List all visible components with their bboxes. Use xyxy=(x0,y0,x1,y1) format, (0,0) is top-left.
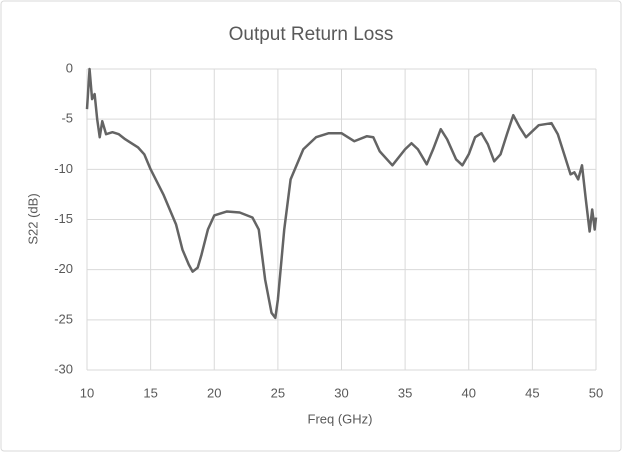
x-tick-label: 40 xyxy=(462,385,476,400)
x-tick-label: 50 xyxy=(589,385,603,400)
x-tick-label: 25 xyxy=(271,385,285,400)
y-tick-label: -25 xyxy=(54,311,73,326)
y-tick-label: -10 xyxy=(54,161,73,176)
y-tick-label: -30 xyxy=(54,361,73,376)
x-tick-label: 15 xyxy=(143,385,157,400)
x-tick-label: 35 xyxy=(398,385,412,400)
y-tick-label: -5 xyxy=(61,111,73,126)
x-tick-label: 45 xyxy=(525,385,539,400)
y-axis-label: S22 (dB) xyxy=(25,193,40,244)
y-tick-label: -15 xyxy=(54,211,73,226)
x-axis-label: Freq (GHz) xyxy=(308,411,373,426)
x-tick-label: 20 xyxy=(207,385,221,400)
data-line xyxy=(85,67,598,320)
x-tick-label: 30 xyxy=(334,385,348,400)
y-tick-label: -20 xyxy=(54,261,73,276)
x-tick-label: 10 xyxy=(80,385,94,400)
y-tick-label: 0 xyxy=(66,60,73,75)
chart-title: Output Return Loss xyxy=(229,24,394,45)
